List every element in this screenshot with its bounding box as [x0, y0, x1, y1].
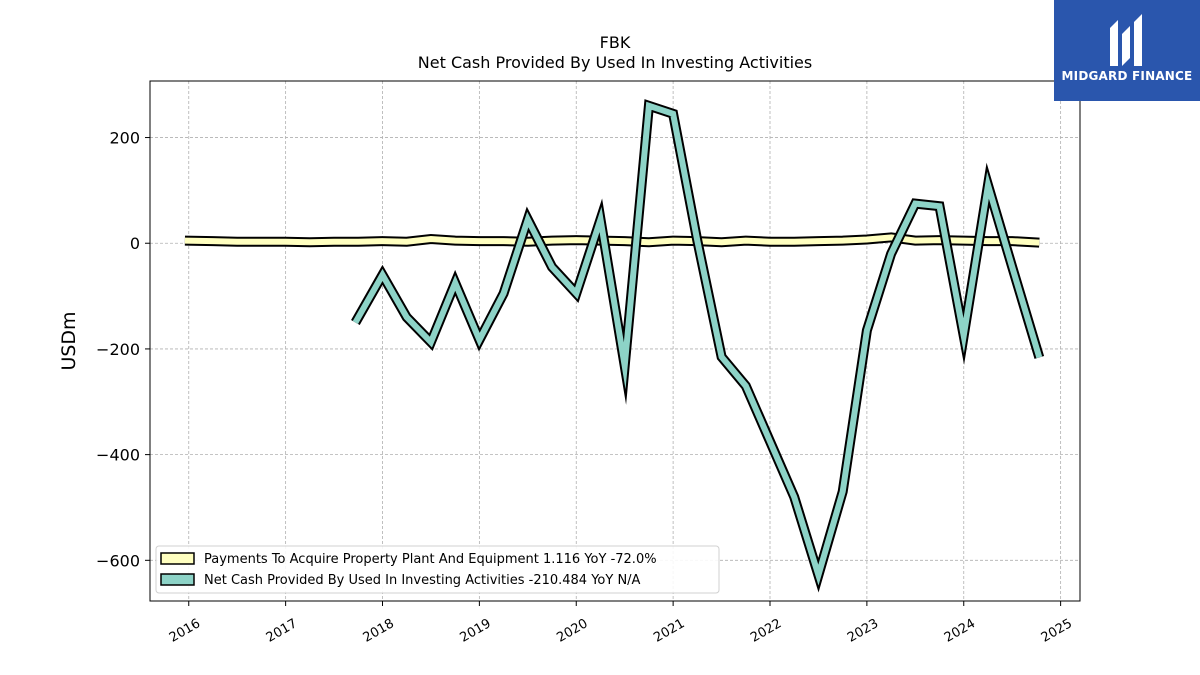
y-tick-label: −200: [96, 340, 140, 359]
legend-swatch: [160, 552, 195, 565]
x-tick-label: 2016: [167, 616, 203, 646]
y-tick-label: −400: [96, 446, 140, 465]
x-tick-label: 2023: [845, 616, 881, 646]
y-tick-label: −600: [96, 551, 140, 570]
logo-text: MIDGARD FINANCE: [1061, 69, 1193, 83]
x-tick-label: 2019: [458, 616, 494, 646]
series-2-line: [352, 101, 1043, 586]
y-axis-label: USDm: [58, 311, 80, 370]
y-tick-label: 0: [130, 234, 140, 253]
legend-label: Payments To Acquire Property Plant And E…: [204, 552, 657, 567]
series-layer: [184, 99, 1045, 593]
legend-label: Net Cash Provided By Used In Investing A…: [204, 573, 641, 588]
chart-title: FBK: [600, 33, 631, 52]
grid: [150, 81, 1080, 601]
x-tick-label: 2025: [1039, 616, 1075, 646]
y-tick-label: 200: [109, 129, 140, 148]
brand-logo: MIDGARD FINANCE: [1054, 0, 1200, 101]
legend-box: [155, 545, 720, 594]
plot-frame: [149, 80, 1081, 602]
chart-subtitle: Net Cash Provided By Used In Investing A…: [418, 53, 812, 72]
x-tick-label: 2018: [361, 616, 397, 646]
x-tick-label: 2020: [554, 616, 590, 646]
x-tick-label: 2022: [748, 616, 784, 646]
legend-swatch: [160, 573, 195, 586]
x-tick-label: 2024: [942, 616, 978, 646]
x-tick-label: 2021: [651, 616, 687, 646]
legend: Payments To Acquire Property Plant And E…: [155, 545, 720, 594]
x-tick-label: 2017: [264, 616, 300, 646]
series-2-outline: [351, 99, 1045, 593]
logo-mark-icon: [1110, 14, 1142, 66]
